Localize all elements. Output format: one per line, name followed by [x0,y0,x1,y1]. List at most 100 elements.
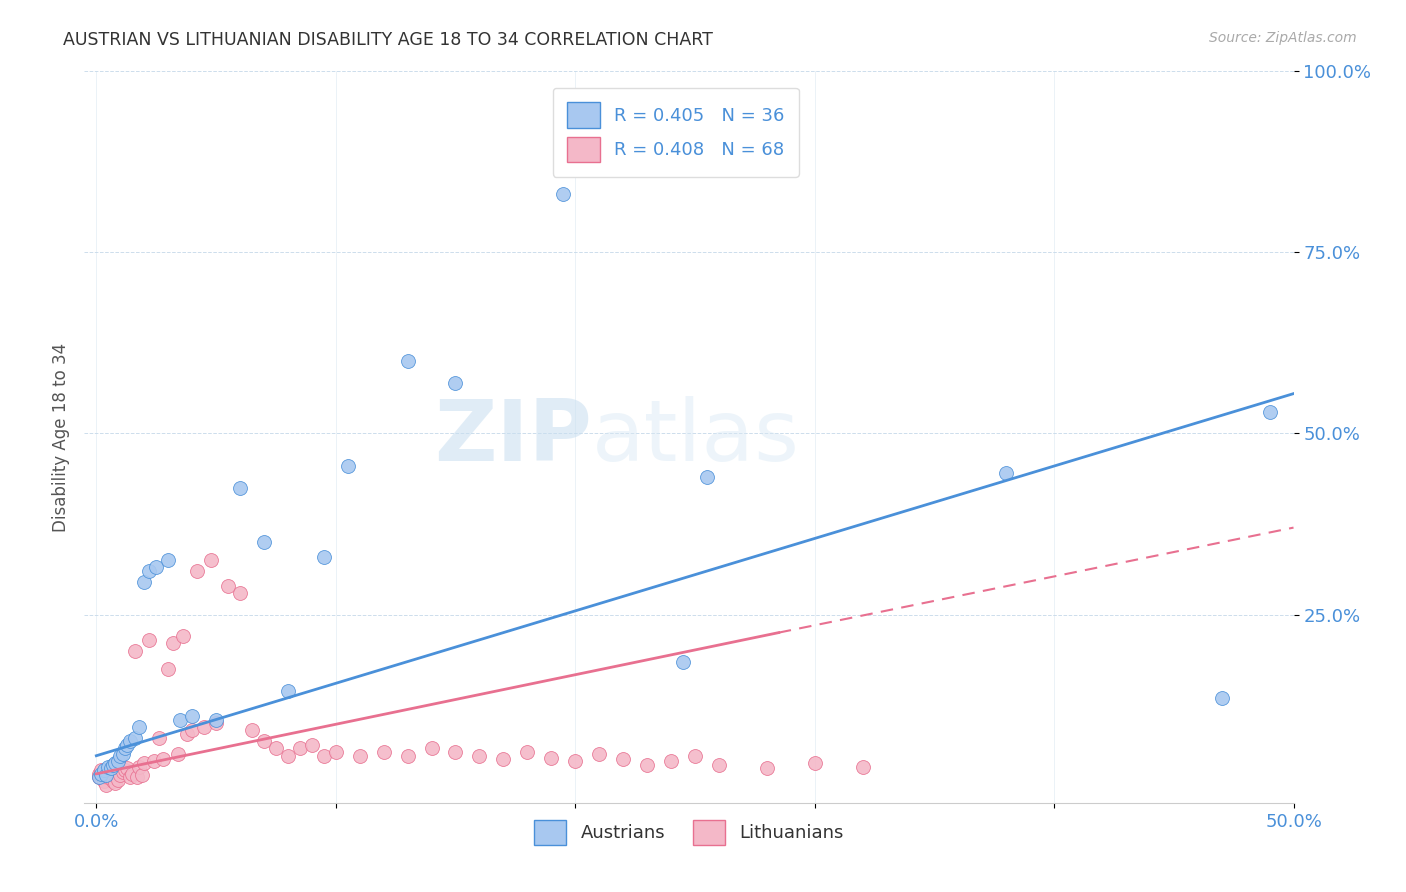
Point [696,470,718,484]
Point [117,738,139,752]
Point [277,748,299,763]
Point [288,741,311,756]
Point [124,644,146,658]
Point [396,354,419,368]
Point [114,741,136,756]
Point [172,629,194,643]
Point [142,754,165,768]
Point [612,752,634,766]
Point [87,771,110,785]
Point [186,564,208,578]
Y-axis label: Disability Age 18 to 34: Disability Age 18 to 34 [52,343,70,532]
Point [176,727,198,741]
Point [124,731,146,745]
Text: atlas: atlas [592,395,800,479]
Point [683,748,706,763]
Point [540,751,562,765]
Point [325,745,347,759]
Point [181,723,204,738]
Point [349,748,371,763]
Point [468,748,491,763]
Point [588,747,610,761]
Point [107,772,129,787]
Point [138,632,160,647]
Point [636,758,658,772]
Point [138,564,160,578]
Point [205,716,228,731]
Point [145,560,167,574]
Point [217,578,239,592]
Point [111,765,134,780]
Point [803,756,825,770]
Point [110,748,132,763]
Point [87,771,110,785]
Point [87,767,110,781]
Point [336,458,359,473]
Point [672,655,695,669]
Point [94,778,117,792]
Point [420,741,443,756]
Point [240,723,263,738]
Text: ZIP: ZIP [434,395,592,479]
Point [94,771,117,785]
Point [181,709,204,723]
Point [162,636,184,650]
Point [755,761,778,775]
Point [148,731,170,745]
Point [90,768,112,782]
Point [100,761,122,775]
Point [128,720,150,734]
Text: AUSTRIAN VS LITHUANIAN DISABILITY AGE 18 TO 34 CORRELATION CHART: AUSTRIAN VS LITHUANIAN DISABILITY AGE 18… [63,31,713,49]
Point [134,756,156,770]
Point [128,759,150,773]
Point [312,549,335,564]
Point [104,756,127,770]
Point [444,745,467,759]
Point [100,768,122,782]
Point [93,763,115,777]
Point [553,187,575,202]
Point [97,767,120,781]
Point [107,754,129,768]
Point [94,768,117,782]
Point [118,734,141,748]
Point [707,758,730,772]
Point [104,775,127,789]
Point [110,768,132,782]
Point [851,759,873,773]
Point [1211,690,1233,705]
Point [396,748,419,763]
Point [205,713,228,727]
Point [97,771,120,785]
Point [253,535,276,549]
Point [253,734,276,748]
Point [193,720,215,734]
Point [659,754,682,768]
Point [373,745,395,759]
Point [312,748,335,763]
Point [152,752,174,766]
Legend: Austrians, Lithuanians: Austrians, Lithuanians [527,813,851,852]
Point [157,553,180,567]
Point [1258,405,1281,419]
Point [492,752,515,766]
Point [229,481,252,495]
Point [93,767,115,781]
Point [166,747,188,761]
Point [101,774,124,789]
Point [229,586,252,600]
Point [169,713,191,727]
Point [564,754,586,768]
Point [111,747,134,761]
Point [995,467,1018,481]
Point [117,761,139,775]
Point [157,662,180,676]
Point [444,376,467,390]
Point [90,763,112,777]
Point [134,574,156,589]
Point [277,683,299,698]
Point [200,553,222,567]
Text: Source: ZipAtlas.com: Source: ZipAtlas.com [1209,31,1357,45]
Point [93,774,115,789]
Point [90,767,112,781]
